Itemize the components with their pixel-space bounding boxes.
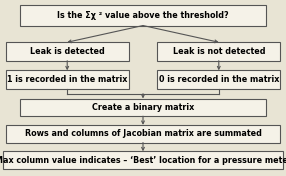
- Text: Is the Σχ ² value above the threshold?: Is the Σχ ² value above the threshold?: [57, 11, 229, 20]
- FancyBboxPatch shape: [6, 42, 129, 61]
- FancyBboxPatch shape: [157, 42, 280, 61]
- FancyBboxPatch shape: [157, 70, 280, 89]
- FancyBboxPatch shape: [20, 99, 266, 116]
- Text: Leak is detected: Leak is detected: [30, 47, 105, 56]
- FancyBboxPatch shape: [6, 70, 129, 89]
- Text: 1 is recorded in the matrix: 1 is recorded in the matrix: [7, 75, 127, 84]
- FancyBboxPatch shape: [6, 125, 280, 143]
- FancyBboxPatch shape: [20, 5, 266, 26]
- FancyBboxPatch shape: [3, 151, 283, 169]
- Text: Max column value indicates – ‘Best’ location for a pressure meter: Max column value indicates – ‘Best’ loca…: [0, 156, 286, 165]
- Text: Leak is not detected: Leak is not detected: [172, 47, 265, 56]
- Text: 0 is recorded in the matrix: 0 is recorded in the matrix: [159, 75, 279, 84]
- Text: Create a binary matrix: Create a binary matrix: [92, 103, 194, 112]
- Text: Rows and columns of Jacobian matrix are summated: Rows and columns of Jacobian matrix are …: [25, 129, 261, 138]
